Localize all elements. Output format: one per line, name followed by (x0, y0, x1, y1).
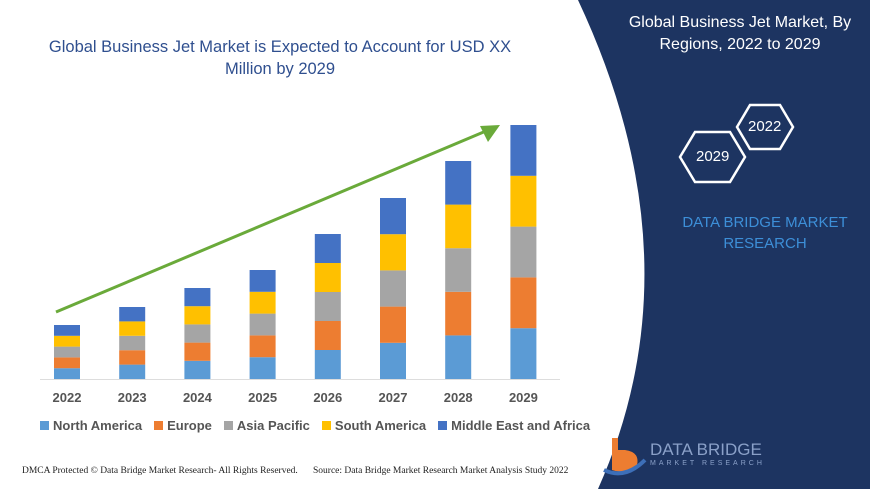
legend-swatch (223, 421, 233, 430)
legend-item: Europe (154, 418, 212, 433)
bar-segment-2026-1 (314, 321, 341, 350)
bar-segment-2029-0 (510, 328, 537, 379)
trend-arrow-head (480, 125, 500, 142)
legend: North America Europe Asia Pacific South … (40, 418, 590, 433)
footer-copyright: DMCA Protected © Data Bridge Market Rese… (22, 466, 298, 476)
chart-title: Global Business Jet Market is Expected t… (48, 38, 512, 78)
footer-source: Source: Data Bridge Market Research Mark… (313, 466, 569, 476)
bar-segment-2027-2 (380, 270, 406, 307)
bar-segment-2024-4 (184, 288, 211, 307)
bar-segment-2024-3 (184, 306, 211, 325)
bar-segment-2023-2 (119, 335, 146, 351)
bar-segment-2023-4 (119, 307, 146, 322)
bar-segment-2026-3 (314, 263, 341, 292)
x-tick-label: 2024 (183, 390, 213, 405)
x-tick-label: 2026 (313, 390, 342, 405)
legend-item: Middle East and Africa (438, 418, 590, 433)
bar-segment-2028-3 (445, 204, 472, 249)
bar-segment-2025-3 (249, 291, 276, 314)
x-tick-label: 2029 (509, 390, 538, 405)
hex-label-2029: 2029 (696, 148, 730, 165)
legend-item: South America (321, 418, 427, 433)
bar-segment-2026-4 (314, 234, 341, 263)
logo-line1: DATA BRIDGE (650, 440, 762, 459)
legend-label: North America (53, 418, 143, 433)
hexagon-2029 (678, 130, 747, 184)
logo: DATA BRIDGE MARKET RESEARCH (650, 440, 765, 467)
legend-label: Asia Pacific (236, 418, 310, 433)
bar-segment-2028-2 (445, 248, 472, 292)
bar-segment-2025-4 (249, 270, 276, 292)
bar-segment-2028-4 (445, 161, 472, 205)
bar-segment-2027-1 (380, 306, 406, 343)
side-panel (578, 0, 870, 489)
chart-area: 2022 2023 2024 2025 2026 2027 2028 2029 (40, 125, 560, 405)
legend-label: South America (334, 418, 427, 433)
bar-segment-2026-2 (314, 292, 341, 321)
bar-segment-2022-1 (54, 357, 80, 369)
bar-segment-2022-3 (54, 335, 80, 347)
legend-swatch (321, 421, 331, 430)
side-panel-title: Global Business Jet Market, By Regions, … (628, 14, 852, 53)
bar-segment-2025-1 (249, 335, 276, 358)
brand-text: DATA BRIDGE MARKET RESEARCH (682, 214, 848, 252)
bar-segment-2022-2 (54, 346, 80, 358)
bar-segment-2028-0 (445, 335, 472, 379)
logo-line2: MARKET RESEARCH (650, 460, 765, 467)
legend-item: Asia Pacific (223, 418, 310, 433)
bar-segment-2023-3 (119, 321, 146, 336)
bar-segment-2022-0 (54, 368, 80, 379)
legend-swatch (40, 421, 49, 430)
trend-arrow-line (55, 129, 487, 314)
hex-label-2022: 2022 (748, 118, 782, 135)
bar-segment-2024-1 (184, 342, 211, 361)
bar-segment-2025-2 (249, 313, 276, 336)
bar-segment-2029-4 (510, 125, 537, 176)
bar-segment-2029-1 (510, 277, 537, 329)
bar-segment-2023-1 (119, 350, 146, 365)
x-tick-label: 2025 (248, 390, 277, 405)
bar-segment-2026-0 (314, 350, 341, 379)
x-tick-label: 2023 (118, 390, 147, 405)
bar-segment-2022-4 (54, 325, 80, 336)
bar-segment-2029-2 (510, 226, 537, 278)
x-tick-label: 2022 (53, 390, 82, 405)
logo-icon (603, 438, 647, 476)
legend-swatch (154, 421, 164, 430)
bar-segment-2027-4 (380, 198, 406, 235)
legend-label: Europe (167, 418, 212, 433)
bar-segment-2025-0 (249, 357, 276, 379)
hexagon-2022 (735, 103, 795, 151)
legend-swatch (438, 421, 448, 430)
x-tick-label: 2028 (444, 390, 473, 405)
bar-segment-2027-0 (380, 342, 406, 379)
bar-segment-2024-0 (184, 360, 211, 379)
bar-segment-2029-3 (510, 175, 537, 227)
x-tick-label: 2027 (379, 390, 408, 405)
bar-segment-2027-3 (380, 234, 406, 271)
legend-label: Middle East and Africa (451, 418, 591, 433)
bar-segment-2028-1 (445, 291, 472, 336)
legend-item: North America (40, 418, 142, 433)
bar-segment-2023-0 (119, 364, 146, 379)
bar-segment-2024-2 (184, 324, 211, 343)
